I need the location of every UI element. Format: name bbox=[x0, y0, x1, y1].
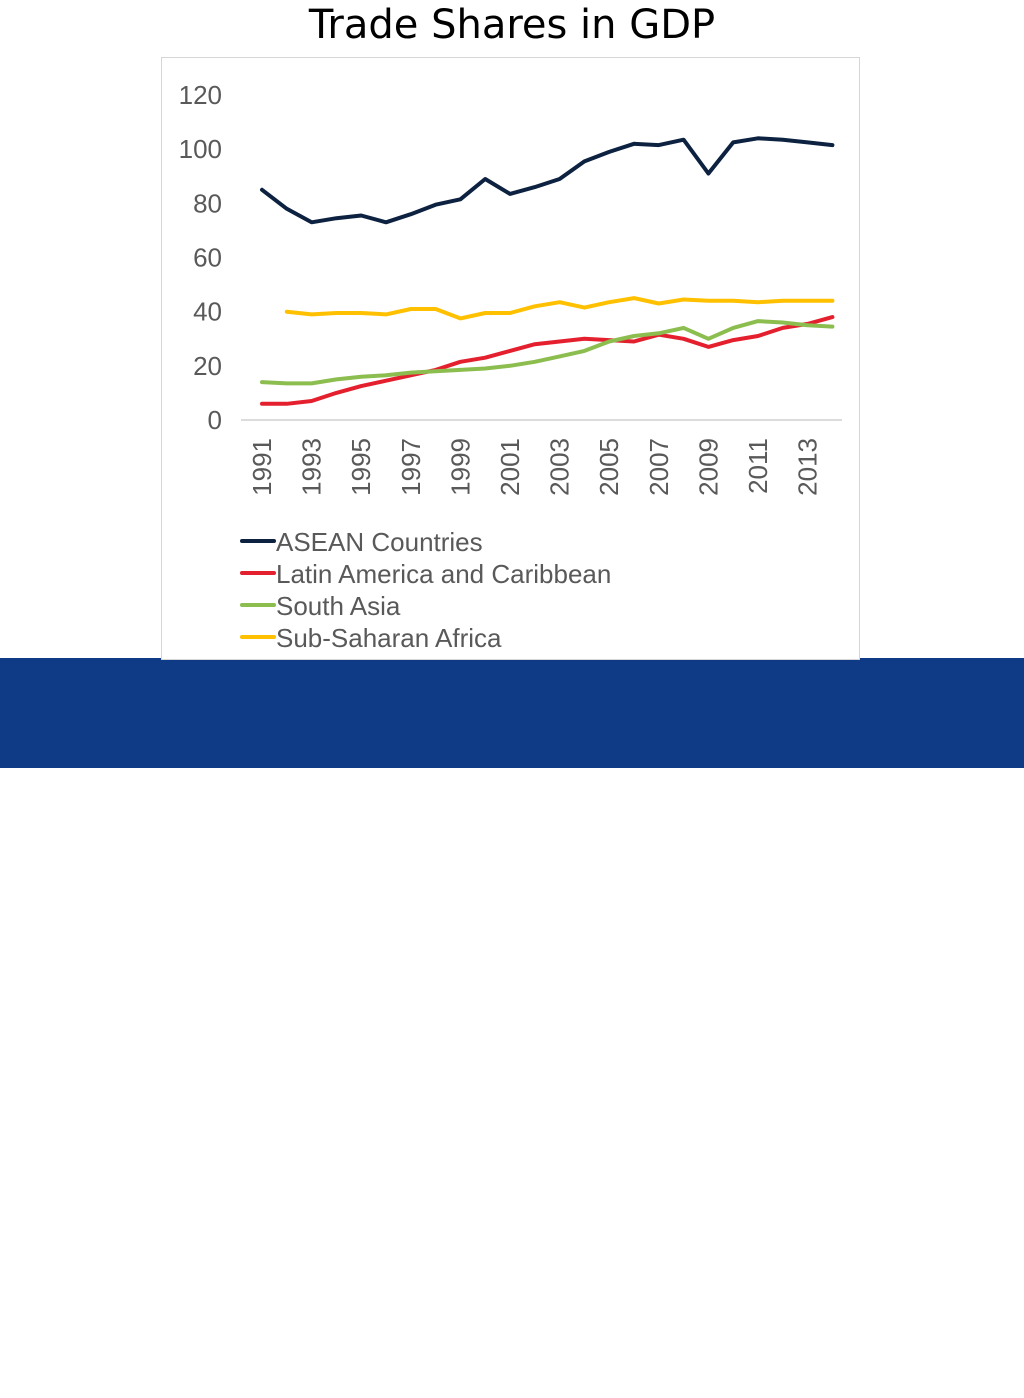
x-tick-label: 2013 bbox=[793, 438, 823, 496]
y-tick-label: 40 bbox=[193, 297, 222, 327]
line-chart: 0 20 40 60 80 100 120 1991 1993 1995 1997 1999 2001… bbox=[179, 80, 842, 653]
legend-item: Latin America and Caribbean bbox=[240, 559, 611, 589]
y-tick-label: 60 bbox=[193, 243, 222, 273]
legend-label: South Asia bbox=[276, 591, 401, 621]
x-tick-label: 2009 bbox=[693, 438, 723, 496]
logo-name: JOHNS HOPKINS bbox=[787, 1340, 984, 1364]
y-axis-ticks: 0 20 40 60 80 100 120 bbox=[179, 80, 222, 435]
legend-label: Sub-Saharan Africa bbox=[276, 623, 502, 653]
series-line-1 bbox=[260, 136, 835, 225]
legend-label: Latin America and Caribbean bbox=[276, 559, 611, 589]
y-tick-label: 120 bbox=[179, 80, 222, 110]
sais-shield-icon: SAIS bbox=[744, 1340, 780, 1381]
x-tick-label: 2003 bbox=[545, 438, 575, 496]
y-tick-label: 100 bbox=[179, 134, 222, 164]
logo-subtitle-line2: INTERNATIONAL STUDIES bbox=[794, 1381, 951, 1392]
legend-label: ASEAN Countries bbox=[276, 527, 483, 557]
x-tick-label: 2001 bbox=[495, 438, 525, 496]
chart-card: 0 20 40 60 80 100 120 1991 1993 1995 1997 1999 2001… bbox=[161, 57, 860, 660]
shield-text: SAIS bbox=[750, 1347, 775, 1358]
series-lines bbox=[260, 136, 835, 406]
x-axis-ticks: 1991 1993 1995 1997 1999 2001 2003 2005 2007 2009… bbox=[247, 438, 823, 496]
y-tick-label: 20 bbox=[193, 351, 222, 381]
legend-item: ASEAN Countries bbox=[240, 527, 483, 557]
x-tick-label: 1999 bbox=[445, 438, 475, 496]
legend-item: South Asia bbox=[240, 591, 401, 621]
series-line-2 bbox=[260, 315, 835, 406]
x-tick-label: 1997 bbox=[396, 438, 426, 496]
x-tick-label: 1991 bbox=[247, 438, 277, 496]
x-tick-label: 2007 bbox=[644, 438, 674, 496]
jhu-sais-logo: SAIS JOHNS HOPKINS SCHOOL of ADVANCED IN… bbox=[742, 1338, 984, 1398]
logo-subtitle-line1: SCHOOL of ADVANCED bbox=[804, 1368, 939, 1379]
legend-item: Sub-Saharan Africa bbox=[240, 623, 502, 653]
y-tick-label: 80 bbox=[193, 188, 222, 218]
x-tick-label: 2005 bbox=[594, 438, 624, 496]
footer-band: SAIS JOHNS HOPKINS SCHOOL of ADVANCED IN… bbox=[0, 658, 1024, 1392]
series-line-3 bbox=[260, 319, 835, 386]
slide-title: Trade Shares in GDP bbox=[308, 2, 716, 48]
x-tick-label: 2011 bbox=[743, 438, 773, 494]
x-tick-label: 1995 bbox=[346, 438, 376, 496]
x-tick-label: 1993 bbox=[297, 438, 327, 496]
y-tick-label: 0 bbox=[208, 405, 222, 435]
series-line-4 bbox=[284, 296, 835, 321]
